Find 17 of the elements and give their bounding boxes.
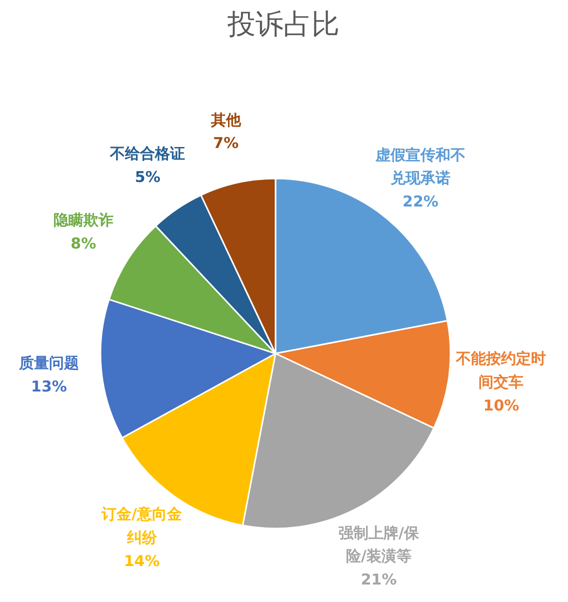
data-label: 14% — [124, 552, 160, 570]
data-label: 22% — [402, 192, 438, 211]
data-label: 7% — [213, 134, 239, 152]
data-label: 21% — [360, 570, 397, 589]
slice-label: 其他 — [210, 110, 242, 129]
slice-label: 隐瞒欺诈 — [53, 210, 114, 229]
chart-title: 投诉占比 — [226, 8, 340, 40]
slice-label: 订金/意向金纠纷 — [100, 505, 182, 547]
data-label: 8% — [70, 234, 96, 252]
data-label: 13% — [31, 378, 67, 396]
slice-label: 强制上牌/保险/装潢等 — [338, 524, 420, 566]
slice-label: 质量问题 — [18, 354, 80, 372]
data-label: 10% — [483, 396, 520, 414]
slice-label: 虚假宣传和不兑现承诺 — [374, 146, 466, 188]
slice-label: 不能按约定时间交车 — [455, 350, 546, 392]
slice-label: 不给合格证 — [109, 144, 186, 163]
data-label: 5% — [134, 168, 160, 186]
